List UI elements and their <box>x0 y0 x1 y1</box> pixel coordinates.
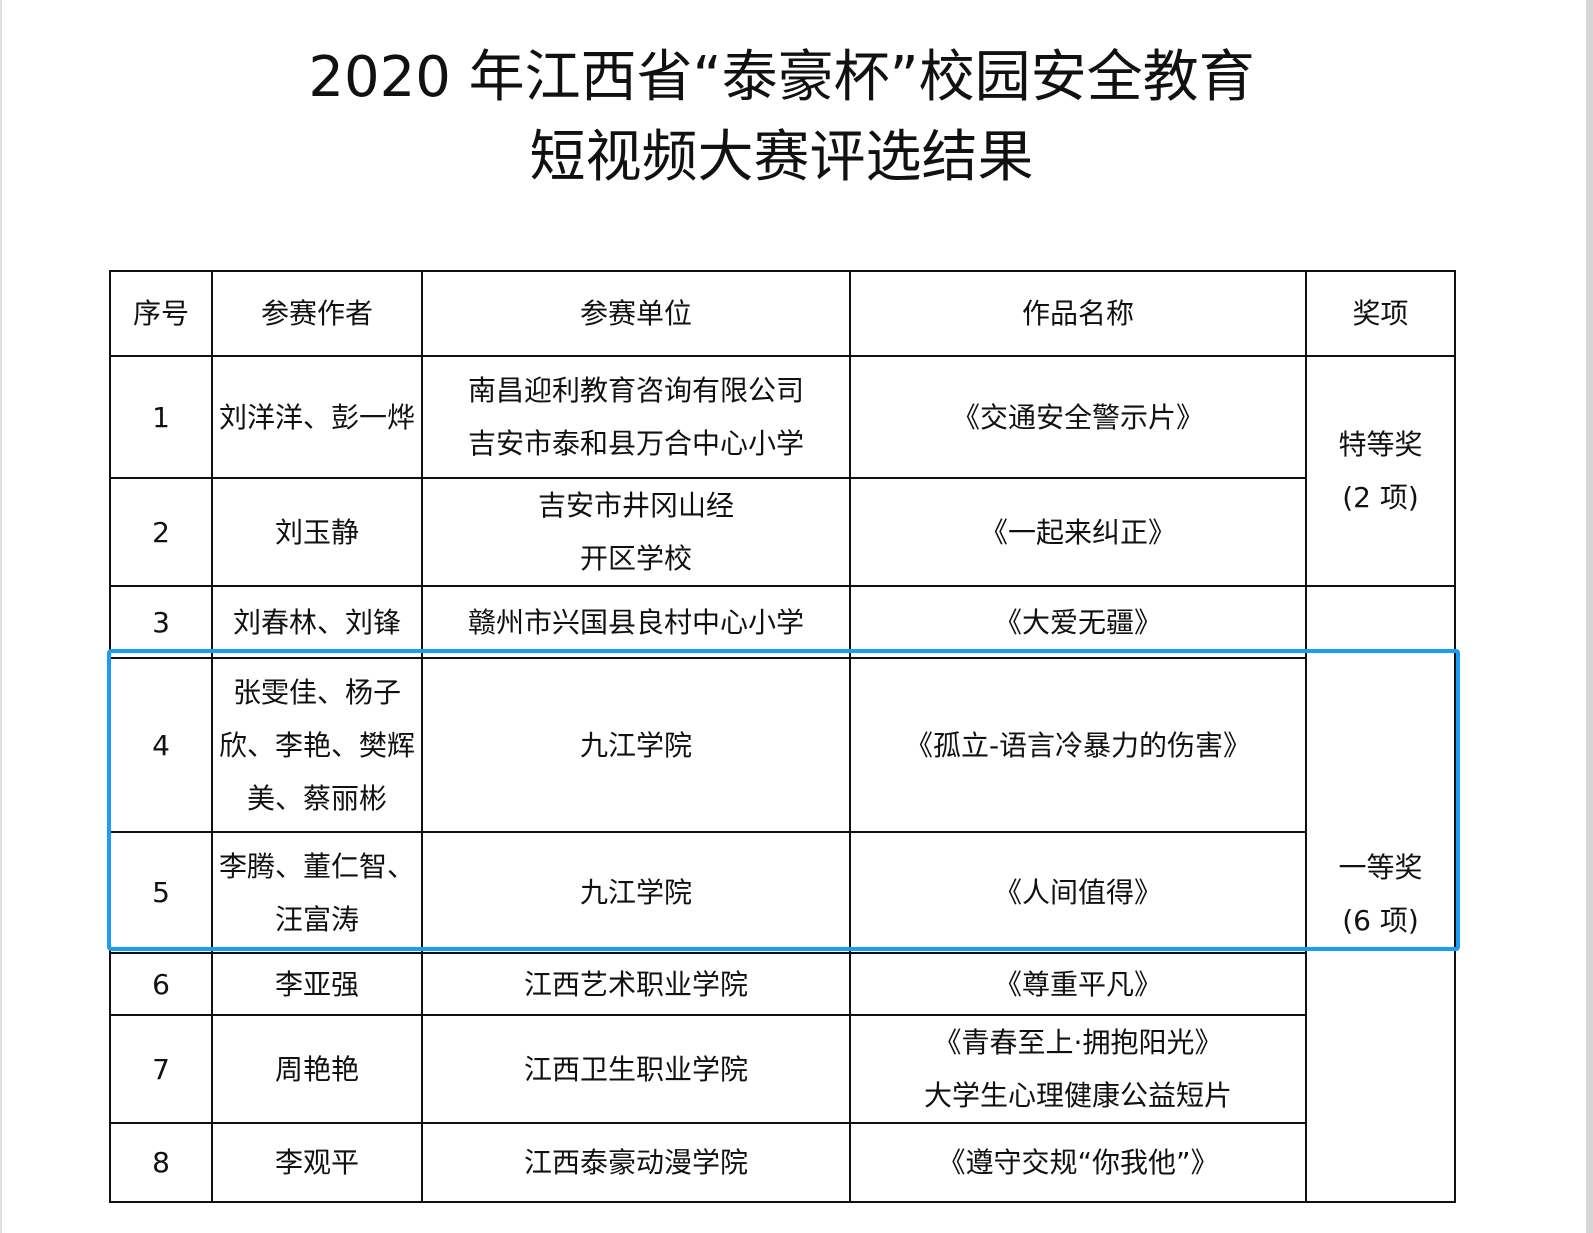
cell-unit-line: 江西泰豪动漫学院 <box>523 1146 748 1179</box>
cell-authors-line: 张雯佳、杨子 <box>232 675 401 709</box>
table-row: 1 刘洋洋、彭一烨 南昌迎利教育咨询有限公司 吉安市泰和县万合中心小学 《交通安全警示片… <box>109 355 1456 587</box>
cell-unit: 南昌迎利教育咨询有限公司 吉安市泰和县万合中心小学 <box>421 355 851 479</box>
scrollbar[interactable] <box>1586 0 1593 1233</box>
cell-no: 3 <box>109 585 213 659</box>
cell-work: 《孤立-语言冷暴力的伤害》 <box>849 657 1307 833</box>
page-title-line2: 短视频大赛评选结果 <box>529 125 1034 190</box>
cell-authors: 刘玉静 <box>211 477 423 587</box>
cell-authors-line: 美、蔡丽彬 <box>246 781 387 815</box>
table-row: 8 李观平 江西泰豪动漫学院 《遵守交规“你我他”》 <box>109 1122 1455 1203</box>
cell-work-line: 《孤立-语言冷暴力的伤害》 <box>904 728 1252 762</box>
cell-unit: 吉安市井冈山经 开区学校 <box>421 477 851 587</box>
cell-authors-line: 汪富涛 <box>274 902 359 936</box>
cell-unit-line: 江西卫生职业学院 <box>523 1052 748 1086</box>
cell-no: 7 <box>109 1014 213 1124</box>
header-authors: 参赛作者 <box>211 270 423 357</box>
table-row: 2 刘玉静 吉安市井冈山经 开区学校 《一起来纠正》 <box>109 477 1455 587</box>
cell-work: 《大爱无疆》 <box>849 585 1307 659</box>
header-work: 作品名称 <box>849 270 1307 357</box>
cell-work-line: 《大爱无疆》 <box>993 605 1162 639</box>
cell-authors-line: 李腾、董仁智、 <box>218 849 415 883</box>
cell-unit: 赣州市兴国县良村中心小学 <box>421 585 851 659</box>
cell-unit-line: 吉安市井冈山经 <box>537 489 734 522</box>
cell-authors-line: 刘洋洋、彭一烨 <box>218 400 415 434</box>
cell-unit: 九江学院 <box>421 657 851 833</box>
cell-work-line: 《一起来纠正》 <box>979 515 1176 549</box>
cell-work: 《青春至上·拥抱阳光》 大学生心理健康公益短片 <box>849 1014 1307 1124</box>
cell-authors: 李亚强 <box>211 952 423 1016</box>
table-row: 7 周艳艳 江西卫生职业学院 《青春至上·拥抱阳光》 大学生心理健康公益短片 <box>109 1014 1455 1124</box>
table-row: 4 张雯佳、杨子 欣、李艳、樊辉 美、蔡丽彬 九江学院 《孤立-语言冷暴力的伤害》 <box>109 657 1455 833</box>
cell-no: 4 <box>109 657 213 833</box>
cell-work-line: 《人间值得》 <box>993 876 1162 909</box>
cell-authors-line: 刘春林、刘锋 <box>232 605 401 639</box>
page-edge <box>0 0 2 1233</box>
cell-unit-line: 九江学院 <box>579 728 692 762</box>
cell-no: 2 <box>109 477 213 587</box>
cell-award: 特等奖 (2 项) <box>1305 355 1456 587</box>
table-row: 3 刘春林、刘锋 赣州市兴国县良村中心小学 《大爱无疆》 一等奖 (6 项) <box>109 585 1456 1203</box>
cell-authors-line: 刘玉静 <box>274 515 359 549</box>
cell-unit: 江西艺术职业学院 <box>421 952 851 1016</box>
award-name: 一等奖 <box>1338 851 1423 884</box>
cell-unit-line: 南昌迎利教育咨询有限公司 <box>467 374 804 407</box>
results-table: 序号 参赛作者 参赛单位 作品名称 奖项 1 刘洋洋、彭一烨 南昌迎利教育咨询有限公… <box>109 270 1456 1203</box>
cell-unit: 江西泰豪动漫学院 <box>421 1122 851 1203</box>
page-title-line1: 2020 年江西省“泰豪杯”校园安全教育 <box>308 45 1255 110</box>
cell-authors: 李腾、董仁智、 汪富涛 <box>211 831 423 954</box>
header-award: 奖项 <box>1305 270 1456 357</box>
cell-authors: 周艳艳 <box>211 1014 423 1124</box>
table-row: 5 李腾、董仁智、 汪富涛 九江学院 《人间值得》 <box>109 831 1455 954</box>
cell-unit-line: 江西艺术职业学院 <box>523 967 748 1001</box>
header-no: 序号 <box>109 270 213 357</box>
cell-work-line: 《交通安全警示片》 <box>951 400 1204 434</box>
cell-authors-line: 欣、李艳、樊辉 <box>218 728 415 762</box>
cell-no: 6 <box>109 952 213 1016</box>
cell-unit: 九江学院 <box>421 831 851 954</box>
cell-award: 一等奖 (6 项) <box>1305 585 1456 1203</box>
header-unit: 参赛单位 <box>421 270 851 357</box>
cell-unit: 江西卫生职业学院 <box>421 1014 851 1124</box>
cell-authors: 李观平 <box>211 1122 423 1203</box>
cell-work-line: 《遵守交规“你我他”》 <box>937 1146 1219 1179</box>
cell-work-line: 大学生心理健康公益短片 <box>923 1079 1232 1112</box>
cell-unit-line: 吉安市泰和县万合中心小学 <box>467 427 804 460</box>
cell-work: 《一起来纠正》 <box>849 477 1307 587</box>
cell-authors: 张雯佳、杨子 欣、李艳、樊辉 美、蔡丽彬 <box>211 657 423 833</box>
cell-no: 5 <box>109 831 213 954</box>
cell-work: 《交通安全警示片》 <box>849 355 1307 479</box>
header-row: 序号 参赛作者 参赛单位 作品名称 奖项 <box>109 270 1456 357</box>
cell-authors-line: 周艳艳 <box>274 1052 359 1086</box>
cell-authors: 刘洋洋、彭一烨 <box>211 355 423 479</box>
award-count: (6 项) <box>1342 904 1419 937</box>
cell-no: 8 <box>109 1122 213 1203</box>
cell-work-line: 《青春至上·拥抱阳光》 <box>933 1026 1223 1059</box>
cell-work-line: 《尊重平凡》 <box>993 967 1162 1001</box>
cell-work: 《尊重平凡》 <box>849 952 1307 1016</box>
cell-unit-line: 开区学校 <box>579 542 692 575</box>
award-count: (2 项) <box>1342 481 1419 514</box>
award-name: 特等奖 <box>1338 428 1423 461</box>
cell-work: 《人间值得》 <box>849 831 1307 954</box>
cell-authors-line: 李观平 <box>274 1146 359 1179</box>
cell-unit-line: 赣州市兴国县良村中心小学 <box>467 605 804 639</box>
cell-authors: 刘春林、刘锋 <box>211 585 423 659</box>
cell-authors-line: 李亚强 <box>274 967 359 1001</box>
cell-unit-line: 九江学院 <box>579 876 692 909</box>
cell-work: 《遵守交规“你我他”》 <box>849 1122 1307 1203</box>
table-row: 6 李亚强 江西艺术职业学院 《尊重平凡》 <box>109 952 1455 1016</box>
cell-no: 1 <box>109 355 213 479</box>
